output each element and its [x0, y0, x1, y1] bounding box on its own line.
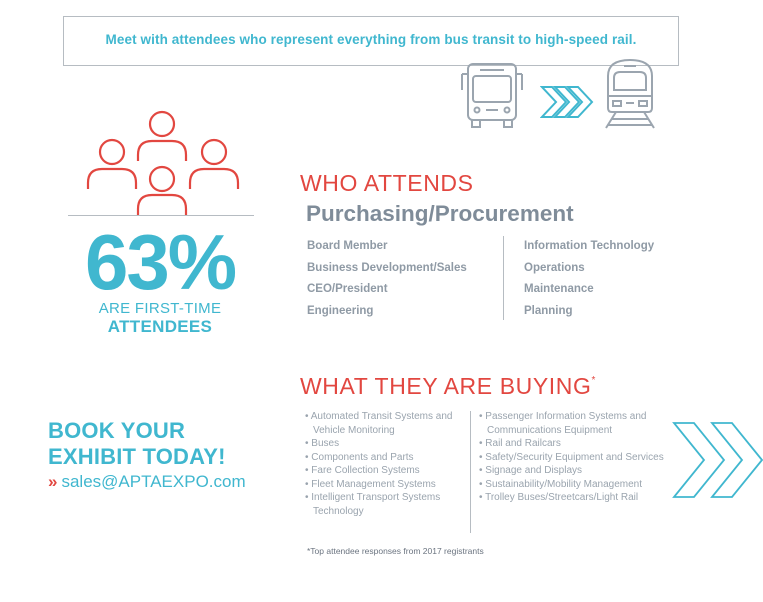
banner-text: Meet with attendees who represent everyt… [105, 32, 637, 47]
people-group-icon [86, 110, 240, 215]
list-item: • Rail and Railcars [479, 438, 561, 449]
list-item: • Safety/Security Equipment and Services [479, 451, 664, 463]
who-attends-heading: WHO ATTENDS [300, 170, 474, 196]
list-item: CEO/President [307, 283, 388, 295]
list-item: • Automated Transit Systems and Vehicle … [305, 411, 453, 436]
list-item: Business Development/Sales [307, 261, 467, 274]
list-item: • Passenger Information Systems and Comm… [479, 411, 647, 436]
stat-label-line2: ATTENDEES [107, 317, 213, 336]
list-item: Operations [524, 261, 585, 274]
list-item: Maintenance [524, 283, 594, 295]
who-attends-column-2: Information Technology Operations Mainte… [524, 238, 654, 324]
buying-divider [470, 411, 471, 533]
buying-column-2: • Passenger Information Systems and Comm… [479, 410, 679, 505]
list-item: • Buses [305, 438, 340, 449]
list-item: • Fleet Management Systems [305, 478, 436, 490]
cta-email-row: » sales@APTAEXPO.com [48, 472, 246, 492]
sales-email-link[interactable]: sales@APTAEXPO.com [61, 472, 246, 491]
stat-divider [68, 215, 254, 216]
who-attends-divider [503, 236, 504, 320]
buying-heading-asterisk: * [591, 375, 596, 386]
cta-heading-line2: EXHIBIT TODAY! [48, 444, 226, 469]
banner-box [63, 16, 679, 66]
list-item: • Signage and Displays [479, 465, 583, 476]
who-attends-column-1: Board Member Business Development/Sales … [307, 238, 467, 324]
list-item: • Intelligent Transport Systems Technolo… [305, 492, 441, 517]
triple-chevron-icon [540, 86, 594, 118]
list-item: Engineering [307, 304, 374, 317]
train-icon [605, 58, 655, 129]
stat-label-line1: ARE FIRST-TIME [98, 300, 222, 317]
who-attends-subheading: Purchasing/Procurement [306, 201, 574, 226]
buying-column-1: • Automated Transit Systems and Vehicle … [305, 410, 463, 518]
stat-percent: 63% [84, 218, 237, 306]
list-item: • Components and Parts [305, 451, 414, 463]
double-chevron-bullet-icon: » [48, 472, 58, 491]
list-item: Board Member [307, 240, 388, 252]
list-item: • Trolley Buses/Streetcars/Light Rail [479, 492, 639, 503]
footnote: *Top attendee responses from 2017 regist… [307, 546, 484, 556]
list-item: Planning [524, 304, 573, 317]
list-item: • Fare Collection Systems [305, 465, 420, 476]
cta-heading-line1: BOOK YOUR [48, 418, 186, 443]
buying-heading-text: WHAT THEY ARE BUYING [300, 373, 592, 399]
list-item: Information Technology [524, 240, 655, 252]
bus-icon [461, 63, 523, 128]
double-chevron-icon [672, 422, 763, 498]
list-item: • Sustainability/Mobility Management [479, 478, 643, 490]
what-they-are-buying-heading: WHAT THEY ARE BUYING* [300, 373, 596, 400]
